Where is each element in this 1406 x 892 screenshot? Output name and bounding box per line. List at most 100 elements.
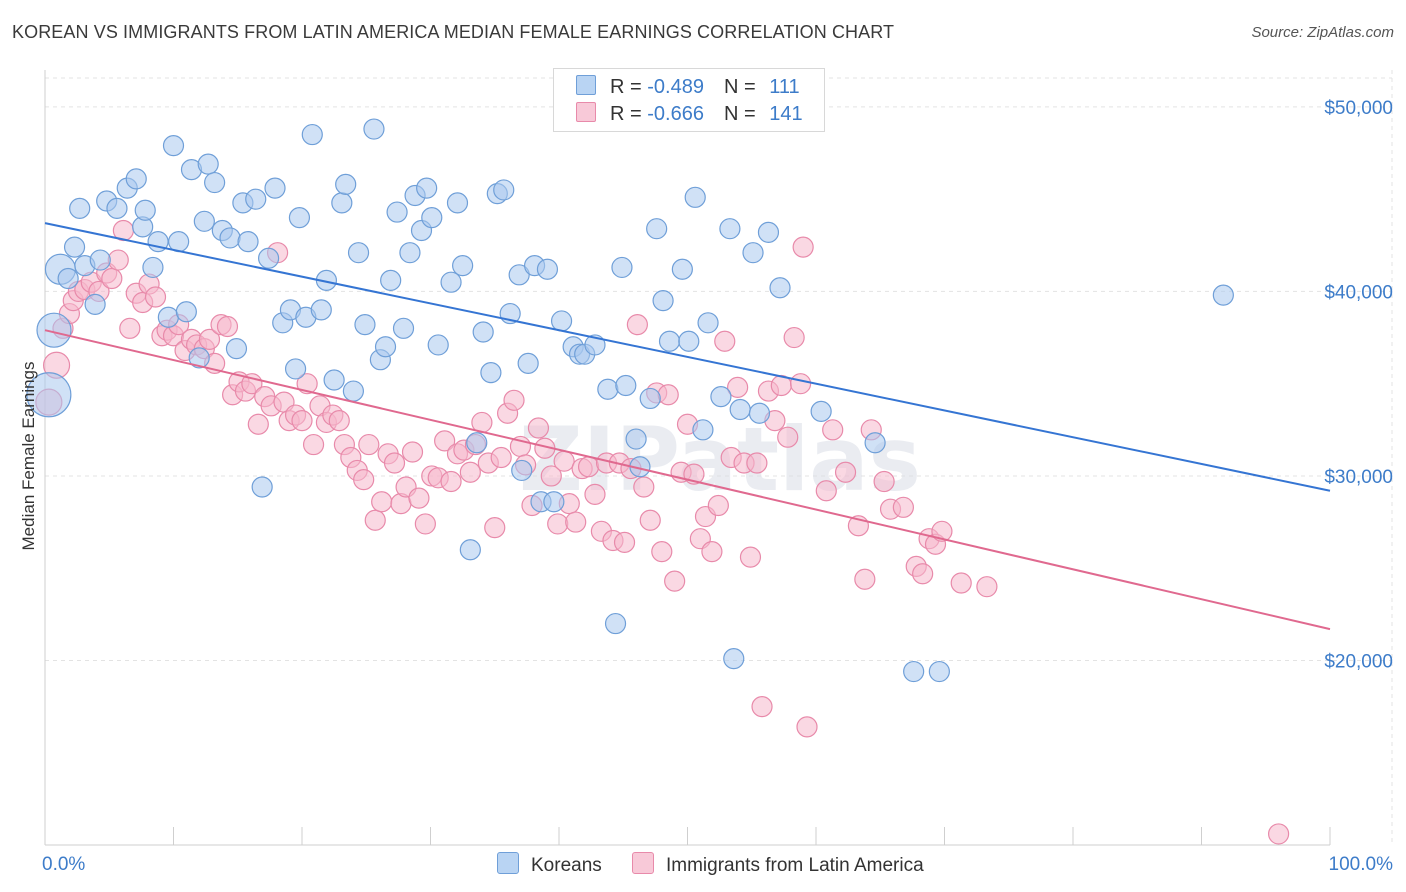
legend-row-latin-america: R = -0.666 N = 141: [576, 102, 803, 128]
point-latin-america: [198, 328, 221, 351]
point-koreans: [36, 312, 72, 348]
legend-r-value: -0.666: [647, 103, 704, 125]
point-koreans: [399, 242, 421, 264]
point-latin-america: [401, 441, 424, 463]
point-latin-america: [626, 314, 648, 336]
point-koreans: [692, 419, 714, 441]
point-latin-america: [302, 433, 325, 456]
point-latin-america: [358, 433, 380, 456]
point-koreans: [446, 192, 469, 214]
point-latin-america: [296, 373, 318, 395]
point-koreans: [204, 171, 226, 194]
point-koreans: [342, 380, 364, 402]
point-latin-america: [434, 430, 456, 452]
y-tick-label: $50,000: [1324, 98, 1393, 119]
trend-line-koreans: [44, 222, 1331, 492]
point-koreans: [84, 293, 106, 315]
point-latin-america: [714, 330, 736, 352]
point-koreans: [697, 312, 719, 334]
point-koreans: [142, 256, 164, 279]
point-koreans: [175, 301, 197, 323]
point-koreans: [106, 197, 128, 219]
point-latin-america: [976, 576, 998, 598]
point-koreans: [335, 173, 357, 196]
point-latin-america: [950, 572, 972, 594]
y-tick-label: $40,000: [1324, 282, 1393, 303]
y-tick-label: $30,000: [1324, 467, 1393, 488]
point-koreans: [646, 218, 668, 240]
point-koreans: [517, 352, 539, 374]
point-koreans: [288, 207, 311, 229]
legend-n-value: 141: [769, 103, 803, 125]
legend-swatch-koreans: [576, 75, 596, 95]
point-koreans: [658, 330, 681, 352]
point-koreans: [162, 135, 185, 157]
point-koreans: [225, 338, 248, 360]
point-koreans: [363, 118, 385, 140]
point-koreans: [550, 310, 573, 332]
point-latin-america: [565, 511, 587, 533]
point-koreans: [678, 330, 700, 352]
point-latin-america: [639, 509, 661, 531]
point-koreans: [757, 221, 780, 243]
point-latin-america: [577, 456, 600, 478]
point-latin-america: [364, 509, 386, 531]
point-latin-america: [490, 446, 512, 469]
y-tick-label: $20,000: [1324, 651, 1393, 672]
point-latin-america: [796, 716, 818, 738]
point-latin-america: [834, 461, 857, 483]
point-latin-america: [440, 470, 462, 493]
point-koreans: [719, 218, 741, 240]
legend-row-koreans: R = -0.489 N = 111: [576, 75, 800, 101]
point-latin-america: [707, 494, 729, 517]
x-tick-label-max: 100.0%: [1329, 854, 1394, 875]
point-koreans: [903, 660, 925, 683]
point-latin-america: [119, 317, 141, 339]
point-koreans: [584, 334, 606, 356]
point-latin-america: [144, 286, 167, 308]
point-koreans: [26, 372, 72, 418]
point-koreans: [1212, 284, 1234, 306]
bottom-legend-label: Koreans: [531, 855, 602, 876]
legend-n-label: N =: [723, 103, 762, 125]
point-latin-america: [328, 409, 350, 432]
point-latin-america: [912, 563, 934, 585]
point-koreans: [543, 491, 565, 513]
point-koreans: [604, 612, 627, 635]
point-koreans: [380, 269, 402, 291]
source-label: Source: ZipAtlas.com: [1251, 24, 1394, 41]
point-latin-america: [739, 546, 762, 568]
legend-swatch-latin-america: [576, 102, 596, 122]
bottom-legend-koreans: Koreans: [497, 852, 602, 877]
trend-line-latin-america: [44, 329, 1331, 631]
y-axis-title: Median Female Earnings: [19, 362, 38, 551]
point-koreans: [652, 290, 674, 312]
point-koreans: [323, 369, 345, 391]
point-latin-america: [746, 452, 768, 474]
point-latin-america: [892, 496, 914, 518]
legend-n-label: N =: [723, 76, 762, 98]
point-latin-america: [247, 413, 269, 435]
axes: [44, 70, 1331, 846]
point-latin-america: [216, 315, 239, 338]
bottom-legend-swatch-latin-america: [632, 852, 654, 874]
point-latin-america: [664, 570, 686, 592]
point-koreans: [810, 400, 832, 422]
point-koreans: [386, 201, 408, 223]
point-koreans: [639, 387, 661, 410]
point-koreans: [188, 347, 210, 369]
legend-r-value: -0.489: [647, 76, 704, 98]
point-koreans: [69, 197, 91, 219]
point-koreans: [392, 317, 415, 339]
point-koreans: [864, 432, 886, 454]
point-latin-america: [751, 696, 773, 718]
point-koreans: [57, 267, 79, 290]
point-koreans: [157, 306, 179, 328]
bottom-legend-latin-america: Immigrants from Latin America: [632, 852, 924, 877]
point-latin-america: [783, 326, 805, 349]
point-koreans: [472, 321, 494, 343]
point-koreans: [611, 256, 633, 279]
bottom-legend-label: Immigrants from Latin America: [666, 855, 924, 876]
trend-lines: [44, 222, 1331, 631]
